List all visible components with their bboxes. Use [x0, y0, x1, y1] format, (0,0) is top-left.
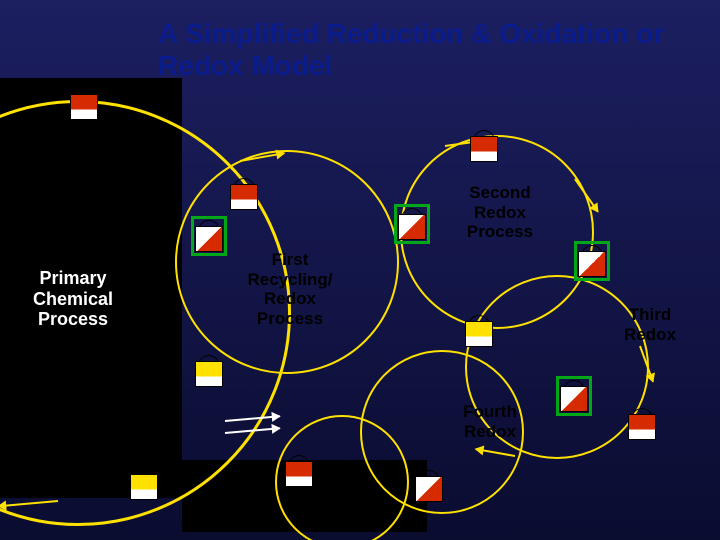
bucket-4 [130, 468, 158, 500]
bucket-7 [578, 245, 606, 277]
redox-diagram: A Simplified Reduction & Oxidation or Re… [0, 0, 720, 540]
bucket-11 [415, 470, 443, 502]
label-first: First Recycling/ Redox Process [230, 250, 350, 328]
bucket-9 [560, 380, 588, 412]
label-third: Third Redox [605, 305, 695, 344]
label-primary: Primary Chemical Process [18, 268, 128, 330]
bucket-1 [230, 178, 258, 210]
label-second: Second Redox Process [445, 183, 555, 242]
bucket-12 [285, 455, 313, 487]
bucket-6 [398, 208, 426, 240]
label-fifth: Fifth Redox [320, 470, 390, 505]
bucket-2 [195, 220, 223, 252]
bucket-0 [70, 88, 98, 120]
bucket-10 [628, 408, 656, 440]
slide-title: A Simplified Reduction & Oxidation or Re… [158, 18, 678, 82]
bucket-8 [465, 315, 493, 347]
bucket-5 [470, 130, 498, 162]
label-fourth: Fourth Redox [445, 402, 535, 441]
bucket-3 [195, 355, 223, 387]
